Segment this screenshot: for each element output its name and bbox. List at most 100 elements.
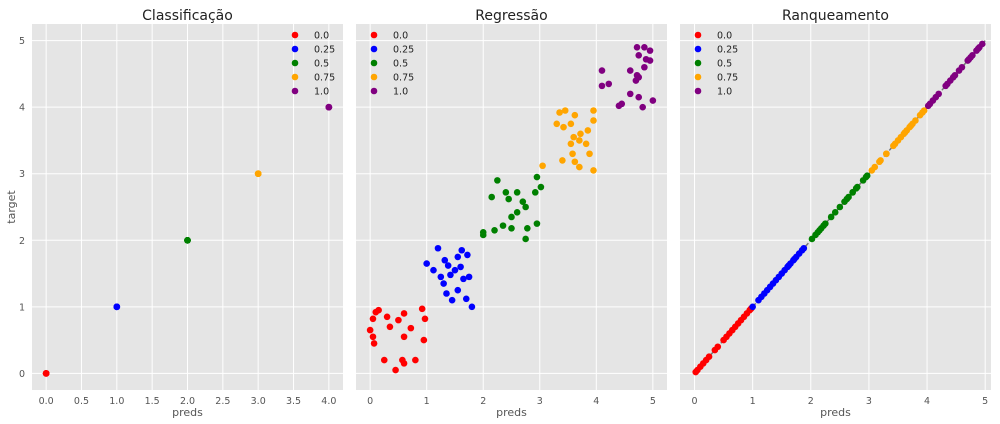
legend-label: 1.0 xyxy=(314,87,329,98)
x-tick-label: 2.0 xyxy=(180,396,195,407)
data-point xyxy=(590,117,597,124)
x-tick-label: 3 xyxy=(537,396,543,407)
data-point xyxy=(577,130,584,138)
x-tick-label: 0 xyxy=(367,396,373,407)
data-point xyxy=(901,129,909,136)
data-point xyxy=(519,198,527,205)
x-tick-label: 3.0 xyxy=(251,396,266,407)
data-point xyxy=(831,209,839,216)
data-point xyxy=(430,266,437,274)
data-point xyxy=(646,47,654,54)
x-tick-label: 5 xyxy=(650,396,656,407)
legend-marker xyxy=(291,87,299,95)
legend-label: 0.5 xyxy=(717,59,732,70)
data-point xyxy=(395,316,402,324)
legend-marker xyxy=(370,45,378,53)
data-point xyxy=(598,67,606,74)
data-point xyxy=(420,336,428,344)
data-point xyxy=(705,353,713,361)
legend-marker xyxy=(694,59,702,67)
data-point xyxy=(537,183,545,191)
data-point xyxy=(464,251,471,259)
data-point xyxy=(383,313,391,321)
data-point xyxy=(386,323,394,331)
data-point xyxy=(443,290,450,297)
data-point xyxy=(444,262,452,269)
legend: 0.0 0.25 0.5 0.75 1.0 xyxy=(694,31,738,98)
data-point xyxy=(369,333,377,341)
legend-label: 0.0 xyxy=(393,31,408,42)
data-point xyxy=(502,189,510,196)
data-point xyxy=(958,63,966,71)
data-point xyxy=(836,203,844,211)
data-point xyxy=(494,177,501,184)
data-point xyxy=(513,189,521,196)
points xyxy=(366,43,657,374)
data-point xyxy=(853,183,861,191)
data-point xyxy=(369,315,377,323)
legend-marker xyxy=(694,45,702,53)
data-point xyxy=(184,236,191,244)
data-point xyxy=(254,170,262,178)
data-point xyxy=(508,224,515,232)
chart-title: Ranqueamento xyxy=(782,8,889,24)
data-point xyxy=(375,306,382,314)
legend-marker xyxy=(291,45,299,53)
legend-label: 0.5 xyxy=(393,59,408,70)
data-point xyxy=(113,303,121,311)
data-point xyxy=(584,127,592,134)
data-point xyxy=(883,150,890,158)
points xyxy=(692,40,986,376)
data-point xyxy=(561,107,569,114)
data-point xyxy=(978,40,986,48)
grid xyxy=(32,24,343,390)
x-ticks: 0.0 0.5 1.0 1.5 2.0 2.5 3.0 3.5 4.0 xyxy=(39,396,337,407)
x-ticks: 0 1 2 3 4 5 xyxy=(692,396,989,407)
data-point xyxy=(531,189,539,196)
data-point xyxy=(641,63,648,71)
data-point xyxy=(560,123,567,131)
data-point xyxy=(626,67,634,74)
chart-regressao: 0 1 2 3 4 5 0.0 0.25 0.5 0.75 1.0 Regressão preds xyxy=(356,8,667,419)
data-point xyxy=(571,158,579,166)
x-tick-label: 2 xyxy=(808,396,814,407)
chart-ranqueamento: 0 1 2 3 4 5 0.0 0.25 0.5 0.75 1.0 Ranqueamento pr… xyxy=(680,8,991,419)
data-point xyxy=(454,253,462,261)
legend-label: 1.0 xyxy=(393,87,408,98)
legend-marker xyxy=(694,87,702,95)
data-point xyxy=(491,226,498,234)
x-tick-label: 1.5 xyxy=(145,396,160,407)
data-point xyxy=(907,122,915,130)
data-point xyxy=(920,107,928,114)
y-tick-label: 4 xyxy=(19,103,25,114)
x-ticks: 0 1 2 3 4 5 xyxy=(367,396,656,407)
data-point xyxy=(468,303,476,311)
data-point xyxy=(567,120,575,128)
x-tick-label: 4.0 xyxy=(321,396,336,407)
data-point xyxy=(533,220,541,227)
data-point xyxy=(556,109,563,116)
x-axis-label: preds xyxy=(496,406,527,419)
x-axis-label: preds xyxy=(820,406,851,419)
legend-label: 0.25 xyxy=(717,45,738,56)
data-point xyxy=(626,90,634,98)
data-point xyxy=(598,82,606,90)
data-point xyxy=(366,326,374,334)
data-point xyxy=(559,157,566,164)
data-point xyxy=(370,340,378,347)
data-point xyxy=(749,303,756,311)
data-point xyxy=(641,43,648,51)
legend-label: 0.75 xyxy=(393,73,414,84)
data-point xyxy=(465,273,473,281)
data-point xyxy=(969,51,976,59)
data-point xyxy=(412,356,419,364)
data-point xyxy=(590,107,597,114)
data-point xyxy=(553,120,561,128)
data-point xyxy=(570,133,577,141)
x-tick-label: 4 xyxy=(924,396,930,407)
data-point xyxy=(890,142,897,150)
data-point xyxy=(400,310,408,317)
x-tick-label: 4 xyxy=(593,396,599,407)
